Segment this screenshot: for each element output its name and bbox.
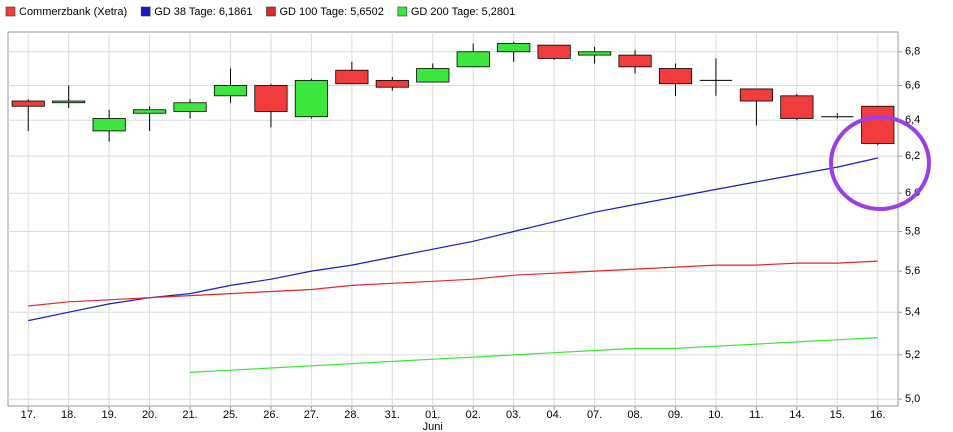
y-tick-label: 6,6 (905, 79, 920, 91)
x-tick-label: 11. (749, 409, 763, 421)
candle-body (294, 79, 328, 118)
x-tick-label: 26. (263, 409, 278, 421)
legend-swatch (266, 6, 276, 17)
ma-line (28, 157, 878, 322)
x-tick-label: 31. (385, 409, 400, 421)
candle-body (254, 85, 288, 112)
legend-label: Commerzbank (Xetra) (19, 6, 127, 18)
y-tick-label: 5,4 (905, 306, 920, 318)
x-tick-label: 18. (61, 409, 76, 421)
y-tick-label: 5,8 (905, 225, 920, 237)
x-group-label: Juni (423, 421, 443, 432)
x-tick-label: 16. (870, 409, 885, 421)
candle-body (213, 85, 248, 97)
candle-body (92, 118, 126, 132)
y-tick-label: 5,2 (905, 349, 920, 361)
x-tick-label: 21. (182, 409, 197, 421)
x-tick-label: 15. (830, 409, 845, 421)
candle-body (780, 95, 814, 119)
x-tick-label: 19. (101, 409, 116, 421)
candle-body (658, 68, 693, 85)
y-tick-label: 6,8 (905, 46, 920, 58)
y-tick-label: 6,2 (905, 150, 920, 162)
candle-body (375, 79, 409, 88)
ma-line (189, 337, 878, 373)
candle-body (52, 100, 86, 104)
x-tick-label: 28. (344, 409, 359, 421)
candle-body (618, 54, 652, 68)
candle-body (133, 109, 167, 114)
plot-layer: 5,05,25,45,65,86,06,26,46,66,817. 18. 19. 2… (5, 6, 920, 432)
x-tick-label: 14. (789, 409, 804, 421)
y-tick-label: 5,6 (905, 265, 920, 277)
y-tick-label: 6,4 (905, 114, 920, 126)
x-tick-label: 08. (627, 409, 642, 421)
legend-label: GD 100 Tage: 5,6502 (279, 6, 383, 18)
x-tick-label: 04. (546, 409, 561, 421)
x-tick-label: 27. (304, 409, 319, 421)
x-tick-label: 07. (587, 409, 602, 421)
ma-line (28, 260, 878, 307)
x-tick-label: 10. (708, 409, 723, 421)
candle-body (416, 68, 450, 83)
x-tick-label: 03. (506, 409, 521, 421)
candle-body (578, 51, 612, 56)
x-tick-label: 01. (425, 409, 440, 421)
legend-swatch (397, 6, 408, 17)
x-tick-label: 02. (466, 409, 481, 421)
x-tick-label: 09. (668, 409, 683, 421)
x-tick-label: 17. (21, 409, 36, 421)
candle-body (861, 105, 895, 144)
legend-swatch (5, 6, 16, 17)
legend-swatch (140, 6, 151, 17)
highlight-circle (829, 115, 931, 211)
candle-body (173, 102, 207, 112)
plot-frame (7, 31, 899, 407)
x-tick-label: 25. (223, 409, 238, 421)
y-tick-label: 5,0 (905, 393, 920, 405)
candle-body (537, 44, 571, 59)
legend-label: GD 200 Tage: 5,2801 (411, 6, 515, 18)
candle-body (11, 100, 45, 107)
candle-body (456, 51, 490, 68)
candle-body (497, 43, 531, 53)
x-tick-label: 20. (142, 409, 157, 421)
legend-label: GD 38 Tage: 6,1861 (154, 6, 252, 18)
candle-body (739, 88, 773, 102)
candle-body (335, 69, 369, 85)
